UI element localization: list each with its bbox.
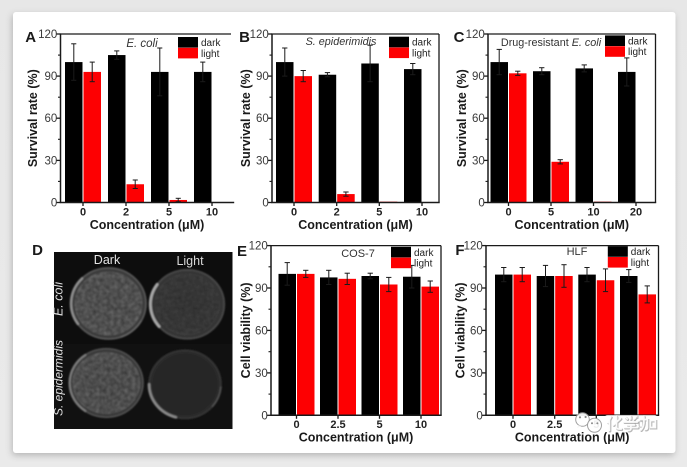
svg-text:60: 60 [472,113,485,125]
svg-text:60: 60 [256,113,269,125]
svg-text:0: 0 [293,419,299,431]
svg-text:30: 30 [45,155,58,167]
svg-text:5: 5 [376,419,382,431]
svg-text:Concentration (μM): Concentration (μM) [90,218,205,232]
svg-text:Concentration (μM): Concentration (μM) [299,431,414,445]
svg-text:0: 0 [51,198,57,210]
svg-text:Survival rate (%): Survival rate (%) [239,69,253,167]
svg-text:D: D [32,242,43,259]
svg-text:Survival rate (%): Survival rate (%) [26,69,40,167]
svg-text:120: 120 [38,29,57,41]
svg-text:30: 30 [255,368,268,380]
svg-text:Concentration (μM): Concentration (μM) [515,431,630,445]
svg-text:0: 0 [261,410,267,422]
svg-text:dark: dark [628,36,648,47]
svg-text:Cell viability (%): Cell viability (%) [454,282,468,378]
svg-text:30: 30 [470,368,483,380]
svg-text:Light: Light [176,254,204,268]
svg-text:2.5: 2.5 [330,419,345,431]
svg-text:120: 120 [466,29,485,41]
svg-text:Dark: Dark [94,253,121,267]
svg-text:Cell viability (%): Cell viability (%) [239,282,253,378]
svg-text:10: 10 [587,206,599,218]
svg-text:0: 0 [505,206,511,218]
svg-text:0: 0 [510,419,516,431]
svg-text:10: 10 [416,206,428,218]
svg-text:0: 0 [262,198,268,210]
svg-text:20: 20 [630,206,642,218]
svg-text:A: A [25,29,36,46]
svg-text:5: 5 [166,206,172,218]
svg-text:90: 90 [470,283,483,295]
svg-text:Concentration (μM): Concentration (μM) [298,218,413,232]
svg-text:C: C [454,29,465,46]
svg-text:30: 30 [472,155,485,167]
svg-text:2: 2 [334,206,340,218]
svg-text:Drug-resistant E. coli: Drug-resistant E. coli [501,37,602,49]
svg-text:0: 0 [478,198,484,210]
svg-text:5: 5 [376,206,382,218]
svg-text:dark: dark [631,247,651,258]
svg-text:Survival rate (%): Survival rate (%) [455,69,469,167]
svg-text:E. coli: E. coli [52,281,66,316]
svg-text:0: 0 [476,410,482,422]
svg-text:E. coli: E. coli [126,38,158,50]
svg-text:dark: dark [201,38,221,49]
svg-text:10: 10 [415,419,427,431]
svg-text:light: light [414,259,433,270]
svg-text:60: 60 [45,113,58,125]
svg-text:30: 30 [256,155,269,167]
svg-text:0: 0 [291,206,297,218]
svg-text:60: 60 [470,325,483,337]
svg-text:light: light [201,49,220,60]
svg-text:dark: dark [414,248,434,259]
svg-text:S. epiderimidis: S. epiderimidis [306,36,377,48]
svg-text:COS-7: COS-7 [341,248,375,260]
svg-text:120: 120 [250,29,269,41]
svg-text:HLF: HLF [567,246,588,258]
svg-text:dark: dark [412,38,432,49]
svg-text:90: 90 [45,71,58,83]
svg-text:120: 120 [249,241,268,253]
svg-text:Concentration (μM): Concentration (μM) [515,218,630,232]
svg-text:10: 10 [206,206,218,218]
svg-text:B: B [239,29,250,46]
svg-text:90: 90 [255,283,268,295]
svg-text:E: E [237,243,247,260]
svg-text:light: light [628,47,647,58]
svg-text:light: light [412,49,431,60]
svg-text:S. epidermidis: S. epidermidis [52,340,66,416]
svg-text:2.5: 2.5 [547,419,562,431]
svg-text:90: 90 [256,71,269,83]
svg-text:120: 120 [464,241,483,253]
svg-text:F: F [455,242,464,259]
svg-text:0: 0 [80,206,86,218]
svg-text:90: 90 [472,71,485,83]
svg-text:60: 60 [255,325,268,337]
svg-text:light: light [631,258,650,269]
svg-text:2: 2 [123,206,129,218]
svg-text:5: 5 [548,206,554,218]
